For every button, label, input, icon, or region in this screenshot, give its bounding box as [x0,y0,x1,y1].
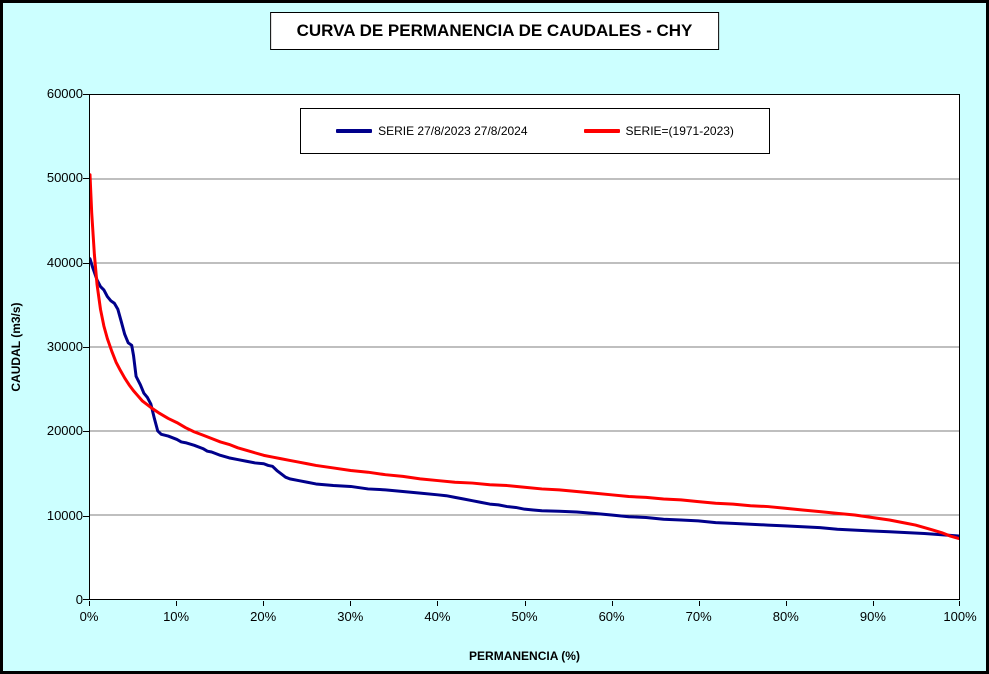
x-tick-label: 50% [511,609,538,624]
y-tickmark [83,94,89,95]
x-tick-label: 0% [79,609,99,624]
y-tickmark [83,599,89,600]
x-tick-label: 40% [424,609,451,624]
y-axis-title: CAUDAL (m3/s) [9,302,23,392]
series-line-0 [90,257,959,538]
x-tickmark [263,601,265,606]
x-tickmark [698,601,700,606]
x-axis-title: PERMANENCIA (%) [469,649,580,663]
series-line-1 [90,173,959,541]
y-tick-label: 10000 [46,507,83,523]
x-tick-label: 70% [685,609,712,624]
legend-label-series-2023-2024: SERIE 27/8/2023 27/8/2024 [378,124,528,138]
x-tick-label: 100% [943,609,977,624]
y-tick-label: 0 [75,592,83,607]
legend-line-red-icon [583,129,620,133]
x-tickmark [872,601,874,606]
legend-item-series-2023-2024: SERIE 27/8/2023 27/8/2024 [336,124,528,138]
legend-line-blue-icon [336,129,373,133]
x-tickmark [785,601,787,606]
x-tick-label: 30% [337,609,364,624]
x-tick-label: 90% [859,609,886,624]
x-tickmark [89,601,90,606]
x-tickmark [524,601,526,606]
plot-area [89,94,960,600]
x-tickmark [611,601,613,606]
legend-label-series-1971-2023: SERIE=(1971-2023) [625,124,734,138]
x-tick-label: 60% [598,609,625,624]
chart-title: CURVA DE PERMANENCIA DE CAUDALES - CHY [269,12,720,50]
y-tick-label: 50000 [46,170,83,186]
y-tick-label: 30000 [46,339,83,354]
y-tickmark [83,178,89,180]
y-tick-label: 20000 [46,423,83,439]
y-tickmark [83,515,89,517]
x-tick-label: 20% [250,609,277,624]
legend: SERIE 27/8/2023 27/8/2024 SERIE=(1971-20… [300,108,770,154]
x-tickmark [437,601,439,606]
x-tickmark [350,601,352,606]
legend-item-series-1971-2023: SERIE=(1971-2023) [583,124,734,138]
y-tickmark [83,262,89,264]
plot-svg [90,173,959,541]
x-tick-label: 80% [772,609,799,624]
x-tickmark [959,601,960,606]
y-tick-label: 40000 [46,254,83,270]
y-tick-label: 60000 [46,86,83,101]
x-tickmark [176,601,178,606]
y-tickmark [83,431,89,433]
y-tickmark [83,347,89,348]
x-tick-label: 10% [163,609,190,624]
